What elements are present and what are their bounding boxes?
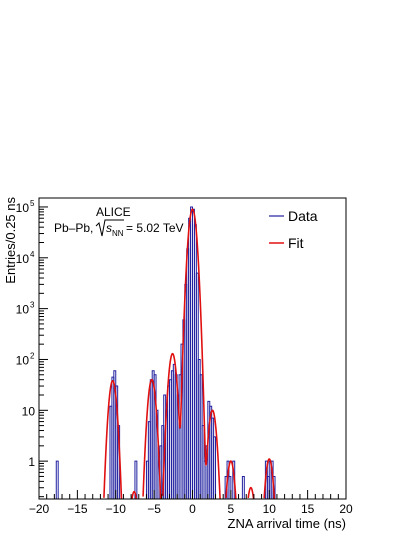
y-tick-label: 10 — [22, 404, 36, 418]
legend-fit-label: Fit — [288, 235, 304, 251]
y-tick-label: 10 2 — [16, 351, 35, 367]
y-tick-exponent: 2 — [30, 351, 35, 360]
x-tick-label: −5 — [147, 502, 161, 516]
fit-curve — [103, 208, 276, 500]
x-tick-label: 20 — [339, 502, 353, 516]
y-tick-base: 1 — [28, 455, 35, 469]
histogram-bin — [241, 475, 245, 499]
sqrt-s-subscript: NN — [112, 229, 124, 238]
experiment-label: ALICE — [96, 205, 131, 219]
x-tick-label: −20 — [29, 502, 50, 516]
x-tick-label: −15 — [67, 502, 88, 516]
y-tick-exponent: 5 — [30, 199, 35, 208]
x-axis-ticks: −20 −15 −10 −5 0 5 10 15 20 — [29, 490, 353, 516]
y-tick-base: 10 — [22, 404, 36, 418]
y-tick-label: 10 4 — [16, 250, 35, 266]
y-tick-base: 10 — [16, 201, 30, 215]
histogram-bin — [134, 460, 138, 499]
histogram-bin — [228, 475, 232, 499]
y-tick-label: 1 — [28, 455, 35, 469]
sqrt-s-symbol: s — [106, 221, 112, 235]
y-tick-label: 10 3 — [16, 301, 35, 317]
histogram-bin — [213, 436, 217, 499]
y-tick-exponent: 3 — [30, 301, 35, 310]
legend-data-label: Data — [288, 208, 318, 224]
y-tick-label: 10 5 — [16, 199, 35, 215]
fit-curve-layer — [103, 208, 276, 500]
x-tick-label: 10 — [263, 502, 277, 516]
sqrt-symbol — [95, 219, 124, 237]
x-tick-label: 15 — [301, 502, 315, 516]
legend: Data Fit — [269, 208, 318, 251]
x-axis-label: ZNA arrival time (ns) — [228, 516, 346, 531]
histogram-bin — [55, 460, 59, 499]
y-tick-exponent: 4 — [30, 250, 35, 259]
collision-system-label: Pb–Pb, s NN = 5.02 TeV — [54, 219, 184, 238]
system-prefix: Pb–Pb, — [54, 221, 93, 235]
y-tick-base: 10 — [16, 353, 30, 367]
x-tick-label: −10 — [106, 502, 127, 516]
y-tick-base: 10 — [16, 252, 30, 266]
data-histogram — [55, 206, 276, 499]
energy-label: = 5.02 TeV — [126, 221, 184, 235]
x-tick-label: 5 — [228, 502, 235, 516]
x-tick-label: 0 — [189, 502, 196, 516]
y-tick-base: 10 — [16, 303, 30, 317]
y-axis-label: Entries/0.25 ns — [3, 197, 18, 284]
